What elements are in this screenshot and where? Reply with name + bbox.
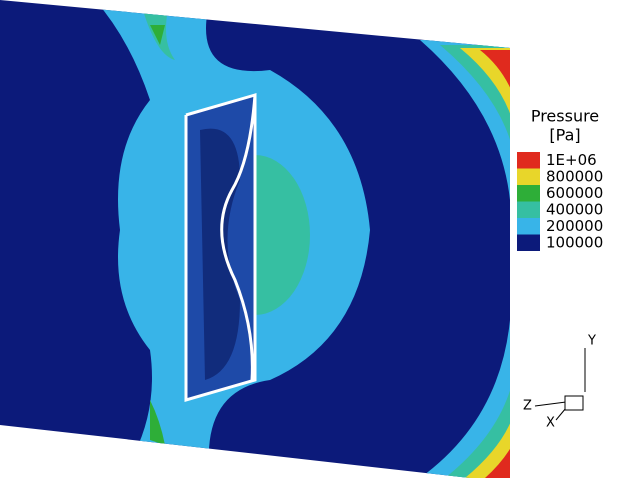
legend-unit: [Pa] [549, 126, 580, 145]
x-axis-arrow [555, 407, 567, 421]
axis-triad: Y Z X [523, 334, 596, 431]
legend-label: 800000 [546, 167, 603, 185]
legend-swatch [517, 168, 540, 185]
legend-swatch [517, 152, 540, 169]
legend-label: 400000 [546, 200, 603, 218]
z-axis-label: Z [523, 399, 532, 414]
legend-label: 600000 [546, 184, 603, 202]
legend: Pressure [Pa] 1E+06800000600000400000200… [517, 107, 603, 251]
legend-label: 200000 [546, 217, 603, 235]
legend-label: 100000 [546, 233, 603, 251]
legend-title: Pressure [531, 107, 599, 126]
legend-swatch [517, 218, 540, 235]
contour-plate [0, 0, 510, 478]
legend-swatch [517, 234, 540, 251]
x-axis-label: X [546, 416, 555, 431]
legend-swatch [517, 185, 540, 202]
legend-swatch [517, 201, 540, 218]
triad-cube [564, 395, 584, 411]
legend-label: 1E+06 [546, 151, 597, 169]
z-axis-arrow [534, 401, 567, 407]
y-axis-label: Y [587, 334, 596, 349]
